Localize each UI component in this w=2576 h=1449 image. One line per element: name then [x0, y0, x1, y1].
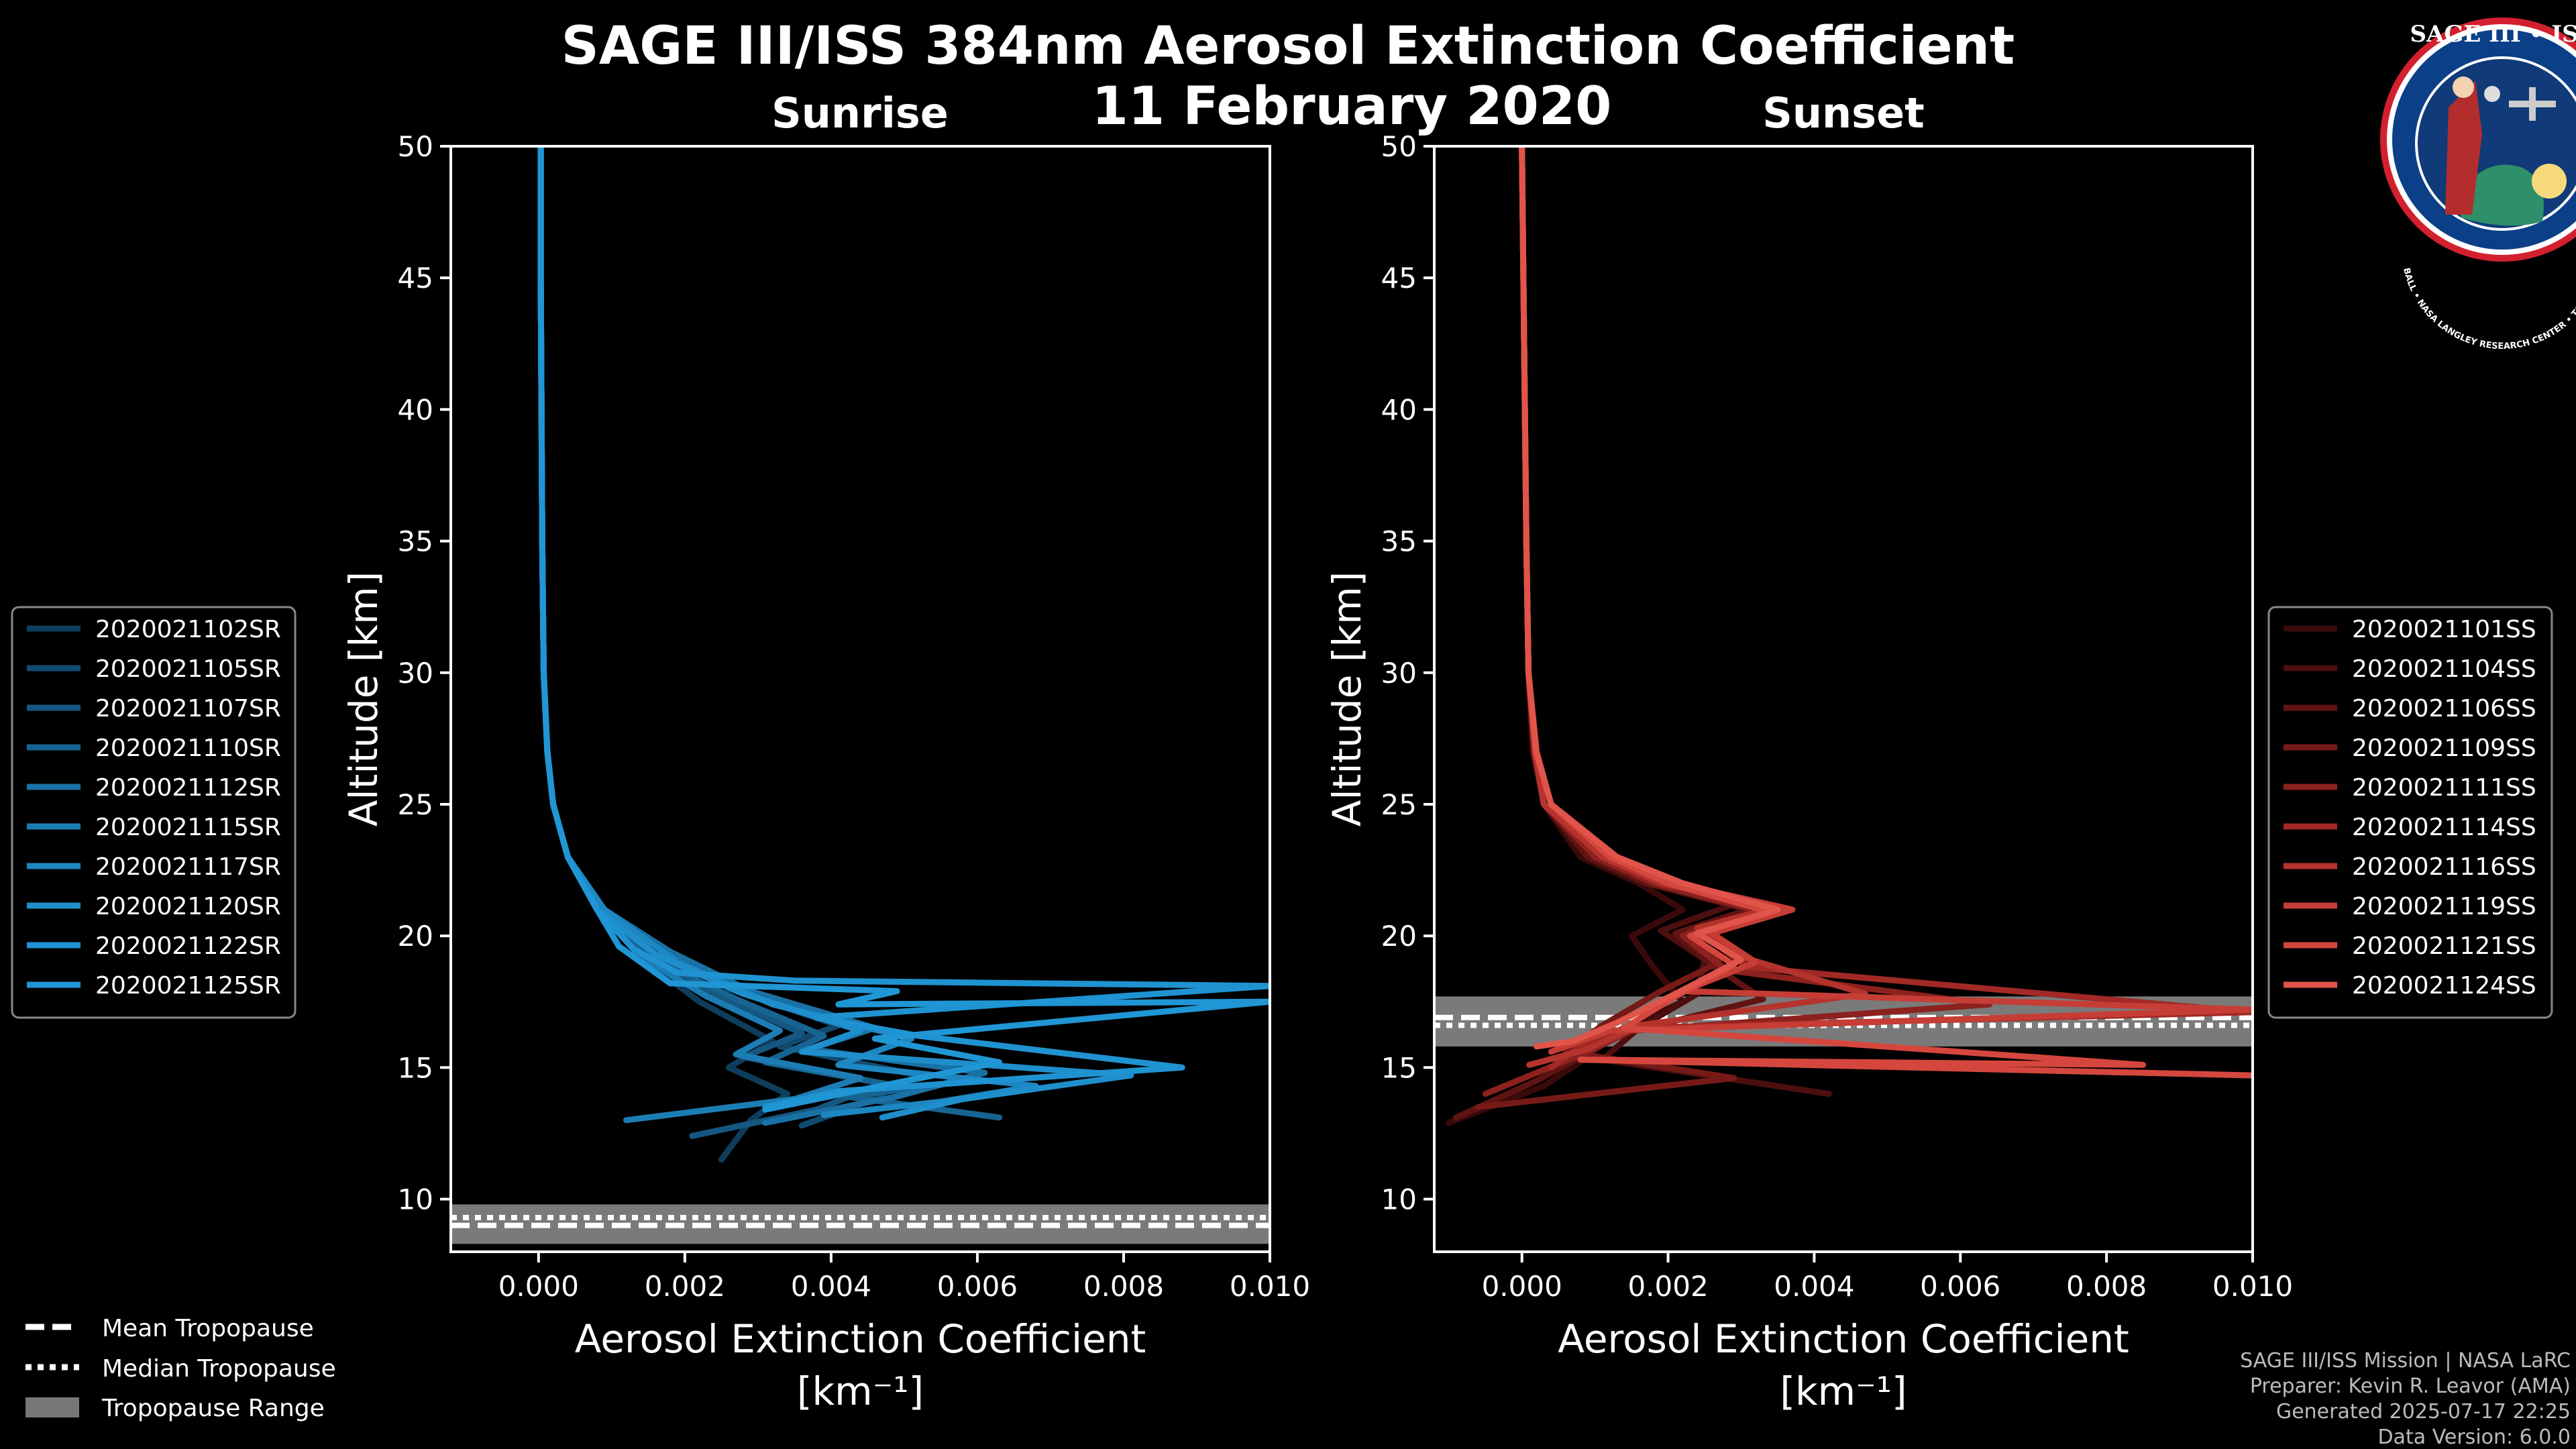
sunrise-legend-label-2020021112SR: 2020021112SR — [95, 774, 281, 802]
sunrise-legend-label-2020021125SR: 2020021125SR — [95, 972, 281, 1000]
sunrise-xtick-label-0.010: 0.010 — [1230, 1270, 1310, 1303]
credit-mission: SAGE III/ISS Mission | NASA LaRC — [2240, 1349, 2571, 1373]
sunset-legend-label-2020021121SS: 2020021121SS — [2352, 932, 2536, 960]
sunrise-ytick-label-45: 45 — [398, 262, 433, 294]
sunset-xtick-label-0.002: 0.002 — [1627, 1270, 1708, 1303]
sunset-ytick-label-35: 35 — [1381, 525, 1417, 558]
logo-figure-icon — [2445, 80, 2482, 215]
sunrise-xtick-label-0.006: 0.006 — [937, 1270, 1018, 1303]
credit-generated: Generated 2025-07-17 22:25 — [2276, 1400, 2571, 1424]
sunset-series-2020021124SS — [1519, 146, 1781, 1050]
sunset-legend-label-2020021114SS: 2020021114SS — [2352, 814, 2536, 841]
credit-preparer: Preparer: Kevin R. Leavor (AMA) — [2250, 1375, 2571, 1398]
sunrise-ytick-label-30: 30 — [398, 657, 433, 690]
tropopause-range-swatch — [25, 1397, 79, 1417]
sunset-legend-box — [2267, 606, 2553, 1019]
sunset-legend-label-2020021104SS: 2020021104SS — [2352, 655, 2536, 683]
sunrise-ytick-label-10: 10 — [398, 1183, 433, 1216]
sunset-ytick-label-40: 40 — [1381, 393, 1417, 426]
sunrise-legend-label-2020021110SR: 2020021110SR — [95, 735, 281, 762]
sunset-xtick-label-0.006: 0.006 — [1920, 1270, 2000, 1303]
logo-top-text: SAGE III • ISS — [2410, 21, 2576, 48]
sunrise-legend-label-2020021107SR: 2020021107SR — [95, 695, 281, 722]
sunrise-legend-box — [11, 606, 297, 1019]
sunrise-legend-label-2020021122SR: 2020021122SR — [95, 932, 281, 960]
sunrise-ytick-label-15: 15 — [398, 1051, 433, 1084]
median-tropopause-label: Median Tropopause — [102, 1355, 336, 1383]
sunrise-xtick-label-0.008: 0.008 — [1083, 1270, 1164, 1303]
sunset-ylabel: Altitude [km] — [1324, 572, 1370, 826]
sunrise-xunit: [km⁻¹] — [797, 1368, 924, 1414]
sunset-ytick-label-20: 20 — [1381, 920, 1417, 953]
sunrise-xtick-label-0.000: 0.000 — [498, 1270, 579, 1303]
sunrise-xtick-label-0.002: 0.002 — [645, 1270, 725, 1303]
figure-title: SAGE III/ISS 384nm Aerosol Extinction Co… — [561, 16, 2015, 76]
sunrise-xtick-label-0.004: 0.004 — [791, 1270, 871, 1303]
sunrise-legend-label-2020021120SR: 2020021120SR — [95, 893, 281, 920]
sunset-legend-label-2020021109SS: 2020021109SS — [2352, 735, 2536, 762]
credits: SAGE III/ISS Mission | NASA LaRC Prepare… — [2240, 1349, 2571, 1449]
sunset-legend-label-2020021106SS: 2020021106SS — [2352, 695, 2536, 722]
sunset-legend: 2020021101SS 2020021104SS 2020021106SS 2020… — [2267, 606, 2553, 1019]
sunrise-ytick-label-35: 35 — [398, 525, 433, 558]
sunset-ytick-label-30: 30 — [1381, 657, 1417, 690]
sunset-ytick-label-45: 45 — [1381, 262, 1417, 294]
sunset-axes-frame — [1433, 145, 2254, 1253]
sunrise-panel: Sunrise 10 15 20 25 30 35 40 45 50 0.000 0.002 0.004… — [11, 89, 1310, 1414]
sunset-legend-label-2020021124SS: 2020021124SS — [2352, 972, 2536, 1000]
tropopause-legend: Mean Tropopause Median Tropopause Tropop… — [25, 1315, 336, 1422]
sunset-legend-label-2020021116SS: 2020021116SS — [2352, 853, 2536, 881]
sunset-xtick-label-0.000: 0.000 — [1482, 1270, 1562, 1303]
tropopause-range-label: Tropopause Range — [101, 1395, 325, 1422]
logo-earth-icon — [2455, 164, 2544, 226]
sunrise-series-2020021125SR — [537, 146, 1270, 1113]
sunrise-ylabel: Altitude [km] — [341, 572, 386, 826]
sunset-legend-label-2020021119SS: 2020021119SS — [2352, 893, 2536, 920]
mission-logo: SAGE III • ISS BALL • NASA LANGLEY RESEA… — [2380, 17, 2576, 352]
sunset-xtick-label-0.004: 0.004 — [1774, 1270, 1854, 1303]
sunrise-ytick-label-25: 25 — [398, 788, 433, 821]
sunrise-legend-label-2020021117SR: 2020021117SR — [95, 853, 281, 881]
sunset-ytick-label-10: 10 — [1381, 1183, 1417, 1216]
logo-moon-icon — [2484, 86, 2500, 102]
sunrise-axes-frame — [449, 145, 1271, 1253]
credit-data-version: Data Version: 6.0.0 — [2378, 1426, 2571, 1449]
logo-head-icon — [2453, 76, 2474, 98]
sunset-ytick-label-15: 15 — [1381, 1051, 1417, 1084]
figure-date: 11 February 2020 — [1092, 76, 1612, 137]
sunrise-legend-label-2020021105SR: 2020021105SR — [95, 655, 281, 683]
sunset-xtick-label-0.010: 0.010 — [2212, 1270, 2293, 1303]
mean-tropopause-label: Mean Tropopause — [102, 1315, 314, 1342]
sunrise-panel-title: Sunrise — [771, 89, 949, 138]
sunset-xlabel: Aerosol Extinction Coefficient — [1558, 1316, 2129, 1362]
logo-sun-icon — [2532, 164, 2567, 199]
sunrise-ytick-label-50: 50 — [398, 130, 433, 163]
sunset-ytick-label-50: 50 — [1381, 130, 1417, 163]
sunset-panel: Sunset 10 15 20 25 30 35 40 45 50 0.000 0.002 0.004 0… — [1324, 89, 2553, 1414]
sunset-legend-label-2020021111SS: 2020021111SS — [2352, 774, 2536, 802]
sunset-ytick-label-25: 25 — [1381, 788, 1417, 821]
sunrise-ytick-label-40: 40 — [398, 393, 433, 426]
sunrise-ytick-label-20: 20 — [398, 920, 433, 953]
logo-station-mast-icon — [2529, 87, 2536, 121]
sunset-panel-title: Sunset — [1762, 89, 1925, 138]
sunset-xtick-label-0.008: 0.008 — [2066, 1270, 2147, 1303]
sunrise-legend-label-2020021115SR: 2020021115SR — [95, 814, 281, 841]
sunrise-xlabel: Aerosol Extinction Coefficient — [575, 1316, 1146, 1362]
sunrise-legend-label-2020021102SR: 2020021102SR — [95, 616, 281, 643]
sunset-xunit: [km⁻¹] — [1780, 1368, 1907, 1414]
sunrise-legend: 2020021102SR 2020021105SR 2020021107SR 2020… — [11, 606, 297, 1019]
sunset-legend-label-2020021101SS: 2020021101SS — [2352, 616, 2536, 643]
